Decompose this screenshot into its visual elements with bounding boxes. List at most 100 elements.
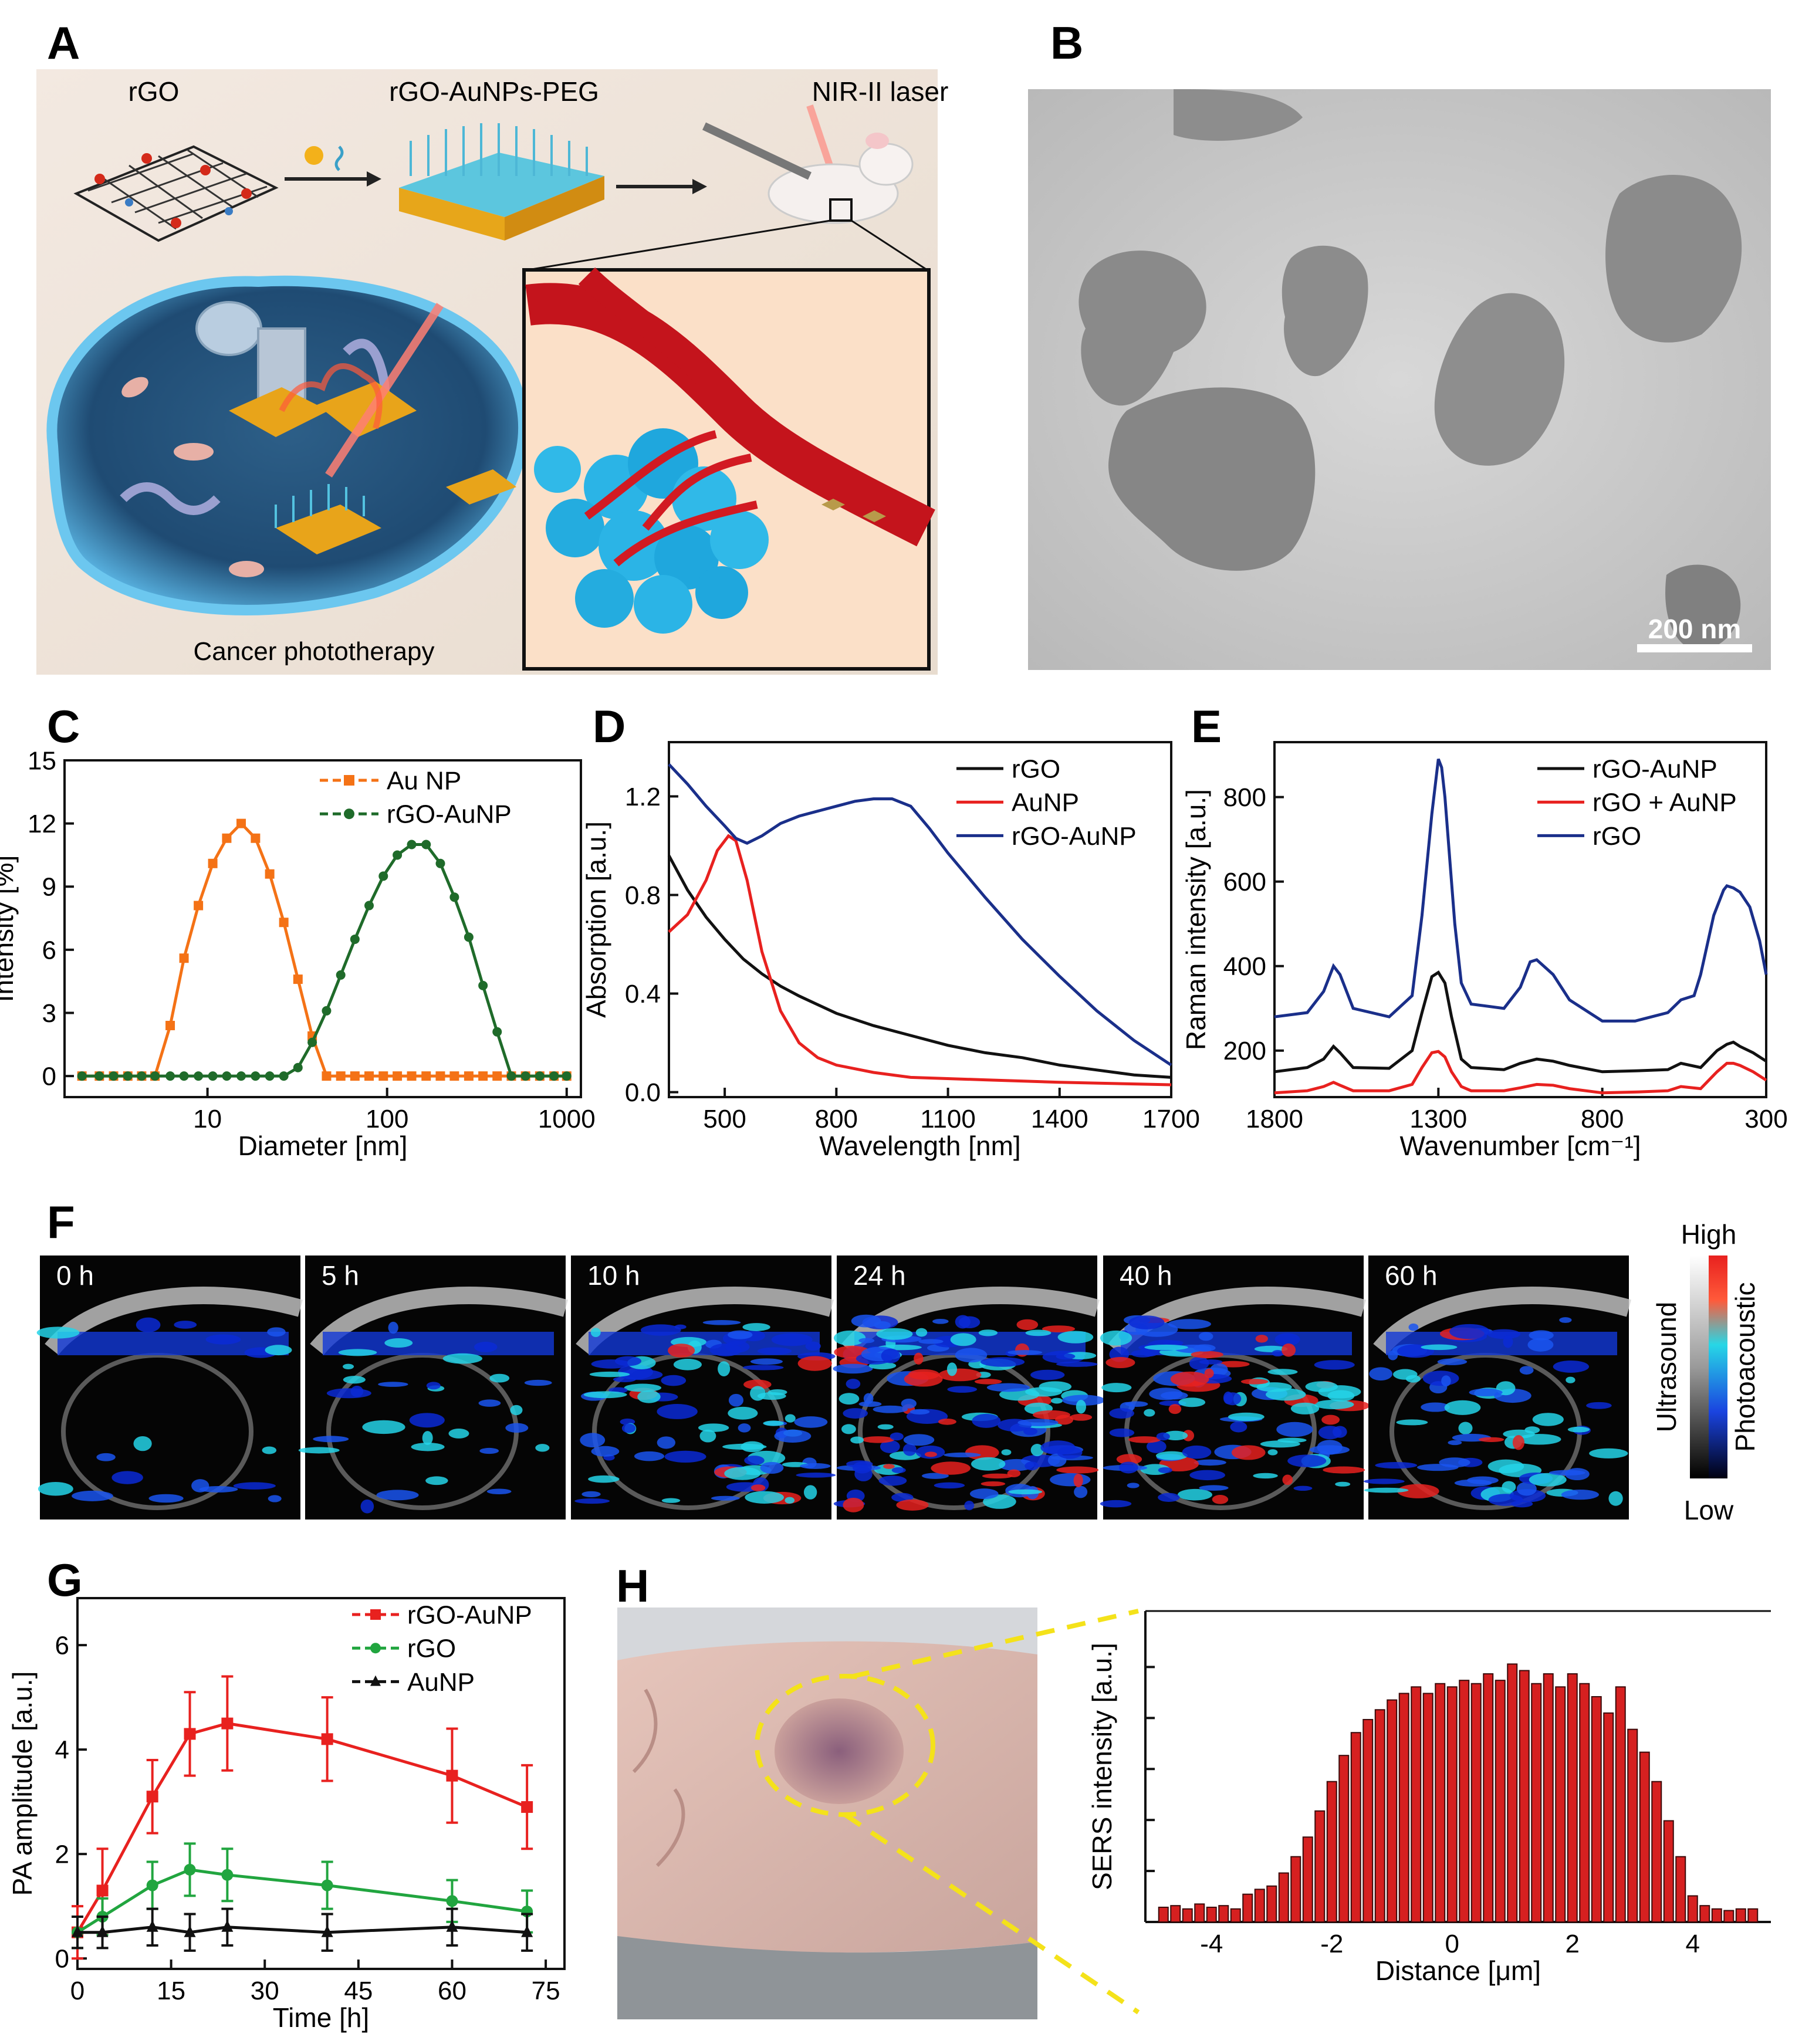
- data-point: [146, 1879, 158, 1891]
- pa-speckle: [1314, 1400, 1354, 1409]
- histogram-bar: [1435, 1683, 1446, 1923]
- pa-speckle: [1364, 1487, 1409, 1493]
- y-tick-label: 0.0: [625, 1078, 661, 1107]
- y-axis-label: SERS intensity [a.u.]: [1087, 1643, 1117, 1890]
- pa-speckle: [854, 1466, 873, 1481]
- plot-frame: [76, 1597, 566, 1970]
- data-point: [336, 1071, 346, 1081]
- pa-speckle: [1309, 1445, 1350, 1454]
- y-tick-label: 9: [42, 873, 56, 902]
- series-line: [667, 855, 1172, 1079]
- pa-speckle: [1478, 1437, 1504, 1442]
- pa-speckle: [843, 1408, 868, 1419]
- pa-speckle: [858, 1338, 875, 1344]
- panel-a: A rGO rGO-AuNPs-PEG: [36, 17, 948, 675]
- data-point: [150, 1071, 160, 1081]
- pa-speckle: [1529, 1330, 1554, 1341]
- pa-speckle: [1524, 1426, 1540, 1434]
- pa-speckle: [376, 1490, 419, 1501]
- data-point: [109, 1071, 119, 1081]
- pa-speckle: [750, 1358, 783, 1365]
- pa-speckle: [1439, 1457, 1470, 1468]
- pa-speckle: [1448, 1440, 1462, 1446]
- pa-speckle: [841, 1424, 856, 1434]
- label-cancer-phototherapy: Cancer phototherapy: [194, 637, 435, 666]
- label-rgo-aunps-peg: rGO-AuNPs-PEG: [389, 76, 599, 107]
- pa-speckle: [1516, 1481, 1537, 1496]
- data-point: [322, 1006, 332, 1016]
- pa-speckle: [1016, 1319, 1039, 1331]
- pa-speckle: [877, 1424, 894, 1430]
- pa-speckle: [1158, 1493, 1180, 1502]
- legend-label: rGO: [407, 1634, 456, 1663]
- rgo-sheet-illustration: [73, 145, 279, 242]
- histogram-bar: [1663, 1820, 1674, 1923]
- pa-speckle: [800, 1463, 831, 1469]
- pa-speckle: [914, 1352, 924, 1365]
- histogram-bar: [1302, 1836, 1313, 1923]
- pa-speckle: [1363, 1478, 1405, 1484]
- pa-speckle: [843, 1497, 864, 1512]
- pa-speckle: [1182, 1445, 1212, 1459]
- data-point: [265, 1071, 275, 1081]
- pa-speckle: [728, 1406, 758, 1420]
- pa-speckle: [947, 1386, 978, 1393]
- pa-speckle: [1559, 1317, 1572, 1323]
- data-point: [370, 1675, 381, 1686]
- pa-speckle: [1293, 1485, 1313, 1491]
- pa-speckle: [1532, 1413, 1564, 1426]
- data-point: [521, 1801, 533, 1813]
- data-point: [221, 1869, 234, 1881]
- pa-speckle: [728, 1393, 743, 1407]
- chart-c: 10 100 1000 0 3 6 9 12 15 Diameter [nm] Intensity …: [0, 746, 596, 1161]
- plot-frame: [1273, 741, 1767, 1098]
- pa-speckle: [1199, 1359, 1223, 1365]
- legend-label: rGO + AuNP: [1593, 789, 1737, 817]
- data-point: [421, 1071, 431, 1081]
- panel-b: B 200 nm: [1028, 17, 1771, 670]
- histogram-bar: [1591, 1696, 1602, 1923]
- pa-speckle: [938, 1368, 982, 1382]
- pa-speckle: [1586, 1402, 1612, 1409]
- data-point: [393, 1071, 403, 1081]
- pa-speckle: [1333, 1426, 1347, 1438]
- pa-speckle: [267, 1327, 286, 1337]
- pa-speckle: [1449, 1324, 1490, 1339]
- series-line: [668, 834, 1172, 1087]
- pa-speckle: [924, 1451, 937, 1457]
- pa-speckle: [846, 1379, 861, 1389]
- pa-speckle: [199, 1486, 238, 1493]
- pa-speckle: [1529, 1473, 1567, 1487]
- data-point: [208, 1071, 218, 1081]
- pa-speckle: [1608, 1491, 1623, 1506]
- pa-speckle: [1030, 1369, 1065, 1380]
- histogram-bar: [1218, 1905, 1229, 1923]
- y-tick-label: 0: [55, 1945, 69, 1974]
- histogram-bar: [1446, 1686, 1458, 1923]
- pa-speckle: [581, 1491, 601, 1498]
- pa-speckle: [133, 1436, 152, 1451]
- data-point: [506, 1071, 516, 1081]
- legend-label: rGO: [1593, 822, 1641, 851]
- pa-speckle: [96, 1453, 116, 1461]
- pa-speckle: [1488, 1494, 1523, 1506]
- pa-speckle: [1469, 1388, 1503, 1396]
- histogram-bar: [1459, 1680, 1470, 1923]
- pa-speckle: [486, 1488, 512, 1494]
- pa-speckle: [1116, 1454, 1142, 1465]
- pa-speckle: [326, 1388, 371, 1399]
- pa-speckle: [268, 1495, 282, 1502]
- peg-chain-icon: [334, 145, 344, 171]
- pa-speckle: [944, 1452, 981, 1458]
- pa-speckle: [1321, 1414, 1340, 1425]
- plot-frame: [668, 741, 1172, 1098]
- histogram-bar: [1338, 1755, 1350, 1923]
- chart-h: -4 -2 0 2 4 Distance [μm] SERS intensity [a.u.…: [1087, 1610, 1771, 1986]
- histogram-bar: [1350, 1732, 1361, 1923]
- legend-label: rGO-AuNP: [1593, 754, 1717, 783]
- pa-speckle: [1405, 1375, 1421, 1383]
- pa-speckle: [1128, 1436, 1161, 1443]
- pa-speckle: [1519, 1366, 1534, 1375]
- pa-speckle: [1421, 1344, 1458, 1351]
- pa-speckle: [1548, 1470, 1585, 1476]
